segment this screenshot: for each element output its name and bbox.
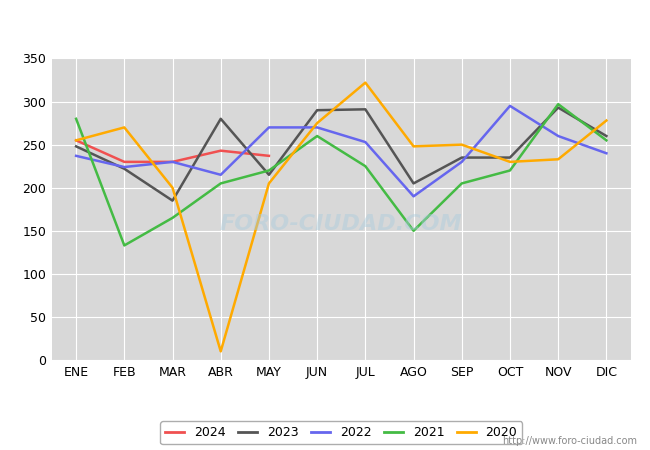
Legend: 2024, 2023, 2022, 2021, 2020: 2024, 2023, 2022, 2021, 2020	[161, 421, 522, 444]
Text: http://www.foro-ciudad.com: http://www.foro-ciudad.com	[502, 436, 637, 446]
Text: Matriculaciones de Vehiculos en Dos Hermanas: Matriculaciones de Vehiculos en Dos Herm…	[94, 18, 556, 36]
Text: FORO-CIUDAD.COM: FORO-CIUDAD.COM	[220, 214, 463, 234]
